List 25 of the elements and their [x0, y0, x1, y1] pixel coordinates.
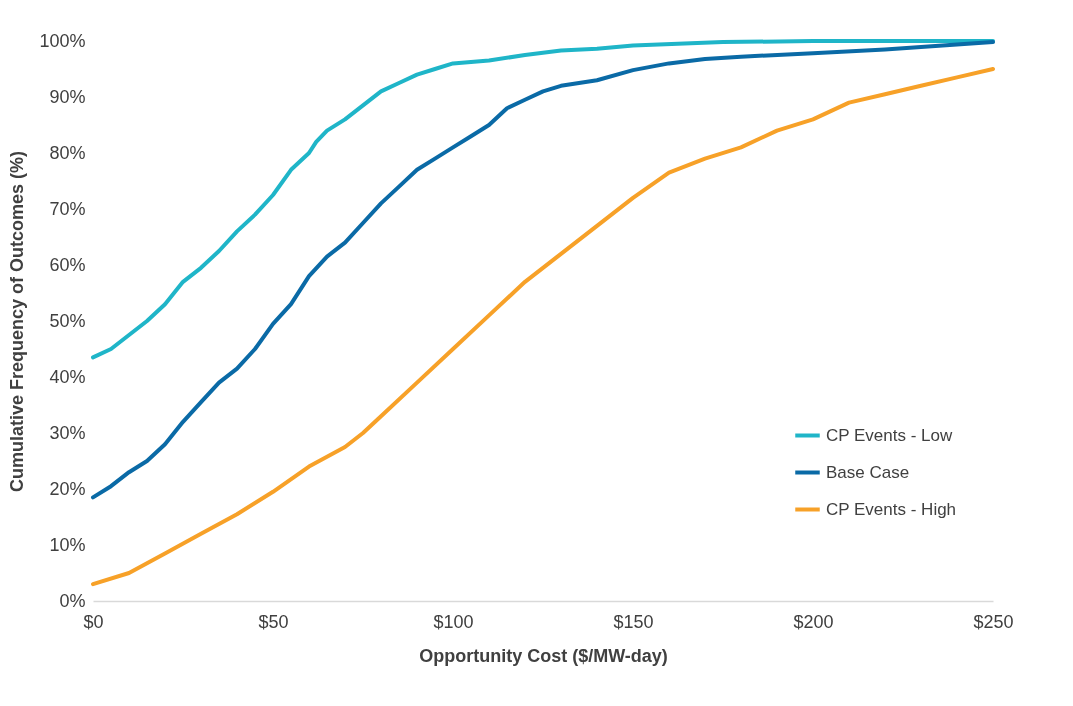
y-tick-label: 0% [59, 590, 86, 611]
x-tick-label: $50 [258, 611, 289, 632]
legend-label: CP Events - High [826, 499, 957, 519]
y-axis-title: Cumulative Frequency of Outcomes (%) [7, 150, 28, 493]
legend-label: Base Case [826, 462, 910, 482]
line-series [91, 40, 995, 500]
y-tick-label: 50% [49, 310, 86, 331]
x-tick-label: $0 [83, 611, 104, 632]
y-tick-label: 60% [49, 254, 86, 275]
x-axis-title: Opportunity Cost ($/MW-day) [419, 645, 668, 666]
y-tick-label: 40% [49, 366, 86, 387]
line-series [91, 67, 995, 587]
y-tick-label: 30% [49, 422, 86, 443]
y-tick-label: 20% [49, 478, 86, 499]
legend-label: CP Events - Low [826, 425, 954, 445]
line-series [91, 39, 995, 360]
y-tick-label: 10% [49, 534, 86, 555]
y-tick-label: 100% [39, 30, 86, 51]
y-tick-label: 70% [49, 198, 86, 219]
y-tick-label: 90% [49, 86, 86, 107]
x-tick-label: $250 [973, 611, 1014, 632]
x-tick-label: $150 [613, 611, 654, 632]
x-tick-label: $200 [793, 611, 834, 632]
x-tick-label: $100 [433, 611, 474, 632]
y-tick-label: 80% [49, 142, 86, 163]
